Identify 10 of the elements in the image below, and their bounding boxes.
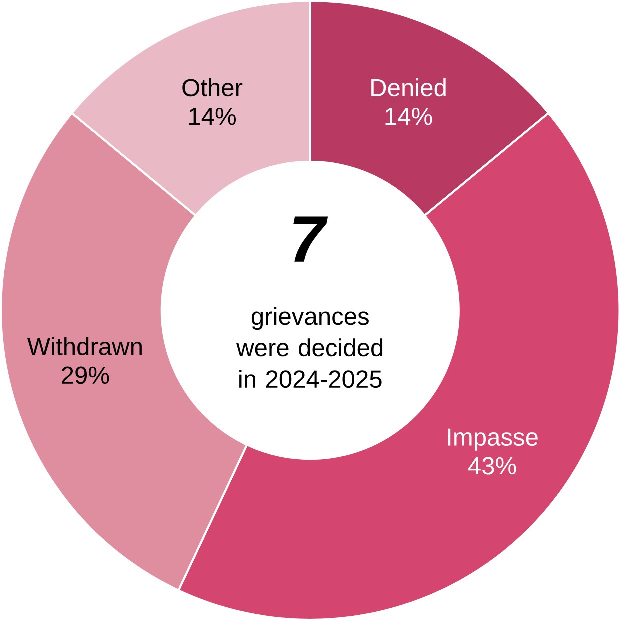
data-label: 29% — [62, 366, 110, 384]
text: 7 — [294, 216, 328, 262]
slice-label: Withdrawn — [28, 337, 142, 356]
slice-label: Other — [182, 78, 243, 97]
data-label: 43% — [468, 457, 516, 475]
data-label: 14% — [386, 108, 432, 126]
data-label: 14% — [190, 108, 236, 126]
text: grievances were decided in 2024-2025 — [236, 307, 383, 388]
slice-label: Impasse — [448, 428, 538, 451]
slice-label: Denied — [372, 78, 446, 97]
